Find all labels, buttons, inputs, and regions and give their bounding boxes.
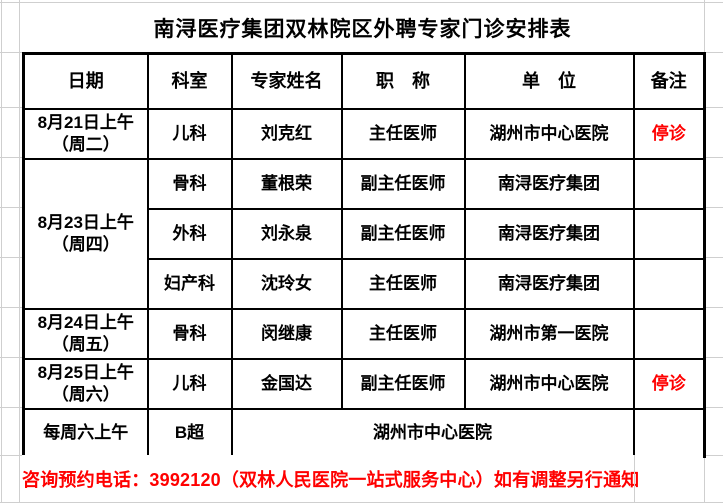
cell-department: 外科 [146, 207, 233, 260]
col-header-date: 日期 [22, 52, 149, 110]
table-row: 8月23日上午 （周四） 骨科 董根荣 副主任医师 南浔医疗集团 [22, 157, 706, 310]
cell-note [632, 207, 706, 260]
cell-organization: 湖州市中心医院 [463, 107, 635, 160]
cell-expert-name: 沈玲女 [230, 257, 343, 310]
cell-note [632, 157, 706, 210]
cell-department: 妇产科 [146, 257, 233, 310]
schedule-table: 日期 科室 专家姓名 职 称 单 位 备注 8月21日上午 （周二） 儿科 刘克… [22, 52, 706, 458]
cell-organization-merged: 湖州市中心医院 [230, 407, 635, 458]
date-line1: 8月24日上午 [37, 313, 134, 333]
cell-note-suspended: 停诊 [632, 357, 706, 410]
cell-department: 儿科 [146, 107, 233, 160]
table-row: 每周六上午 B超 湖州市中心医院 [22, 407, 706, 458]
date-line1: 8月21日上午 [37, 113, 134, 133]
cell-expert-name: 董根荣 [230, 157, 343, 210]
col-header-organization: 单 位 [463, 52, 635, 110]
date-line2: （周四） [51, 234, 120, 254]
cell-job-title: 副主任医师 [340, 357, 466, 410]
table-row: 外科 刘永泉 副主任医师 南浔医疗集团 [24, 207, 706, 260]
cell-department: 骨科 [146, 307, 233, 360]
table-row: 8月25日上午 （周六） 儿科 金国达 副主任医师 湖州市中心医院 停诊 [22, 357, 706, 410]
cell-job-title: 副主任医师 [340, 157, 466, 210]
page-title: 南浔医疗集团双林院区外聘专家门诊安排表 [22, 3, 703, 52]
cell-department: 儿科 [146, 357, 233, 410]
date-line1: 8月23日上午 [37, 213, 134, 233]
cell-department: B超 [146, 407, 233, 458]
col-header-job-title: 职 称 [340, 52, 466, 110]
table-row: 8月21日上午 （周二） 儿科 刘克红 主任医师 湖州市中心医院 停诊 [22, 107, 706, 160]
col-header-expert-name: 专家姓名 [230, 52, 343, 110]
cell-job-title: 主任医师 [340, 107, 466, 160]
cell-note [632, 407, 706, 458]
cell-date: 8月25日上午 （周六） [22, 357, 149, 410]
cell-organization: 湖州市中心医院 [463, 357, 635, 410]
date-line2: （周二） [51, 134, 120, 154]
gridline [19, 0, 20, 502]
header-row: 日期 科室 专家姓名 职 称 单 位 备注 [22, 52, 706, 110]
cell-date: 8月21日上午 （周二） [22, 107, 149, 160]
gridline [1, 0, 2, 502]
table-row: 妇产科 沈玲女 主任医师 南浔医疗集团 [24, 257, 706, 310]
gridline [0, 502, 723, 503]
cell-department: 骨科 [146, 157, 233, 210]
date-line1: 8月25日上午 [37, 363, 134, 383]
cell-note-suspended: 停诊 [632, 107, 706, 160]
cell-job-title: 副主任医师 [340, 207, 466, 260]
cell-date: 8月24日上午 （周五） [22, 307, 149, 360]
col-header-department: 科室 [146, 52, 233, 110]
date-line2: （周六） [51, 384, 120, 404]
date-line2: （周五） [51, 334, 120, 354]
cell-expert-name: 闵继康 [230, 307, 343, 360]
gridline [634, 455, 635, 502]
date-line1: 每周六上午 [43, 422, 129, 442]
cell-note [632, 257, 706, 310]
cell-expert-name: 金国达 [230, 357, 343, 410]
cell-organization: 南浔医疗集团 [463, 157, 635, 210]
cell-job-title: 主任医师 [340, 307, 466, 360]
footer-notice: 咨询预约电话：3992120（双林人民医院一站式服务中心）如有调整另行通知 [22, 455, 703, 502]
cell-date: 8月23日上午 （周四） [22, 157, 149, 310]
cell-note [632, 307, 706, 360]
cell-expert-name: 刘克红 [230, 107, 343, 160]
cell-organization: 湖州市第一医院 [463, 307, 635, 360]
cell-expert-name: 刘永泉 [230, 207, 343, 260]
cell-date: 每周六上午 [22, 407, 149, 458]
col-header-note: 备注 [632, 52, 706, 110]
cell-job-title: 主任医师 [340, 257, 466, 310]
cell-organization: 南浔医疗集团 [463, 207, 635, 260]
gridline [0, 2, 723, 3]
cell-organization: 南浔医疗集团 [463, 257, 635, 310]
table-row: 8月24日上午 （周五） 骨科 闵继康 主任医师 湖州市第一医院 [22, 307, 706, 360]
